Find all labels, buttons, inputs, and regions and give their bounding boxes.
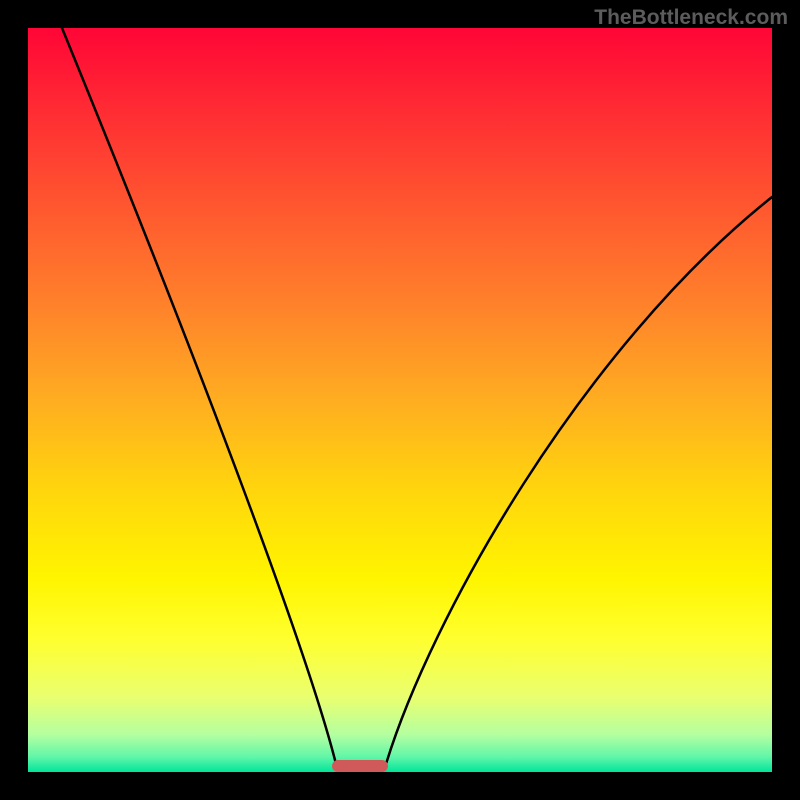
bottleneck-marker <box>332 760 388 772</box>
bottleneck-chart-svg <box>0 0 800 800</box>
plot-area <box>28 28 772 772</box>
watermark-text: TheBottleneck.com <box>594 6 788 30</box>
chart-container: TheBottleneck.com <box>0 0 800 800</box>
